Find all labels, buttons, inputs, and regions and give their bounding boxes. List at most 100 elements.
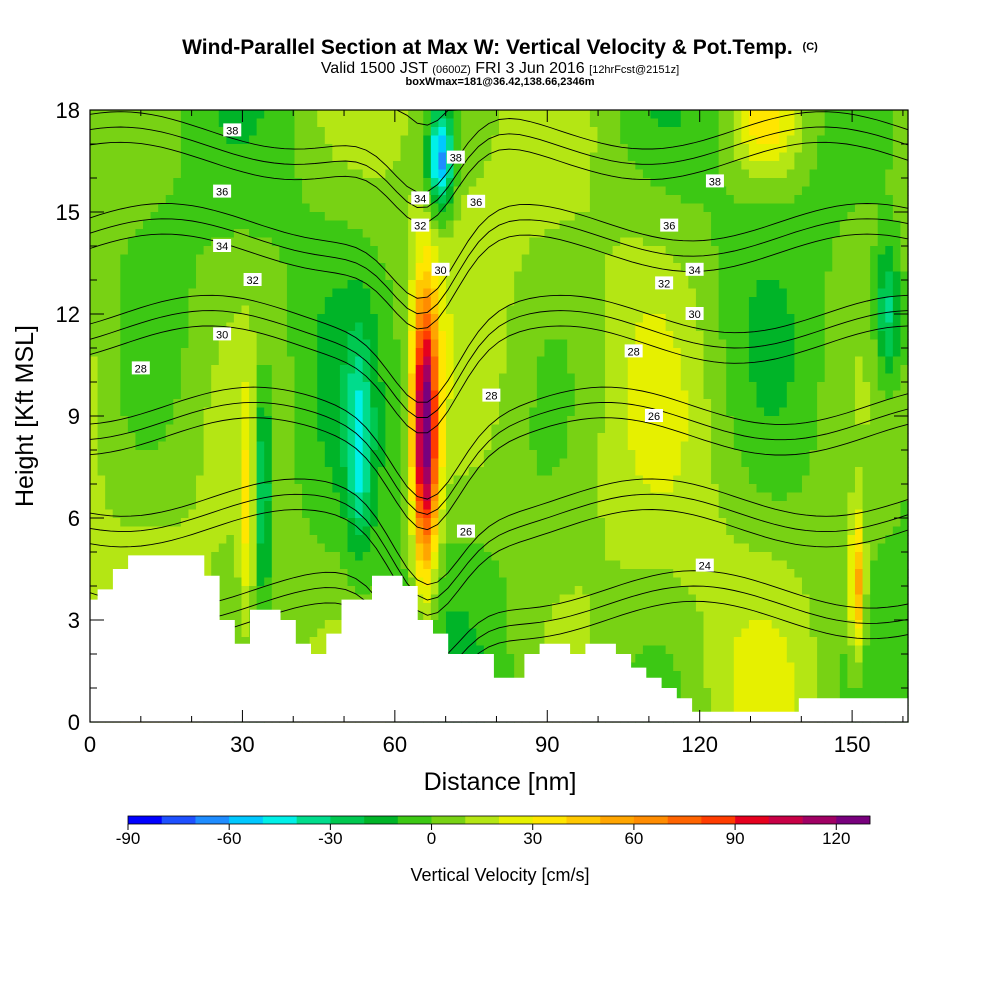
velocity-cell xyxy=(521,441,530,451)
velocity-cell xyxy=(514,339,523,349)
velocity-cell xyxy=(180,458,190,468)
velocity-cell xyxy=(135,195,144,205)
velocity-cell xyxy=(847,314,856,324)
velocity-cell xyxy=(180,220,190,230)
velocity-cell xyxy=(453,237,462,247)
velocity-cell xyxy=(627,127,636,137)
velocity-cell xyxy=(188,373,197,383)
velocity-cell xyxy=(385,297,394,307)
velocity-cell xyxy=(582,169,591,179)
velocity-cell xyxy=(483,348,493,358)
velocity-cell xyxy=(165,305,174,315)
velocity-cell xyxy=(536,271,546,281)
velocity-cell xyxy=(196,348,205,358)
velocity-cell xyxy=(771,212,780,222)
velocity-cell xyxy=(801,118,811,128)
velocity-cell xyxy=(506,467,515,477)
velocity-cell xyxy=(521,280,530,290)
velocity-cell xyxy=(256,467,265,477)
velocity-cell xyxy=(173,348,182,358)
velocity-cell xyxy=(680,297,689,307)
velocity-cell xyxy=(824,484,833,494)
velocity-cell xyxy=(900,365,909,375)
velocity-cell xyxy=(97,458,106,468)
velocity-cell xyxy=(165,135,174,145)
velocity-cell xyxy=(892,348,902,358)
velocity-cell xyxy=(339,263,349,273)
velocity-cell xyxy=(324,186,333,196)
velocity-cell xyxy=(377,484,386,494)
velocity-cell xyxy=(650,322,659,332)
velocity-cell xyxy=(817,339,826,349)
velocity-cell xyxy=(112,492,121,502)
velocity-cell xyxy=(529,305,538,315)
velocity-cell xyxy=(453,458,462,468)
velocity-cell xyxy=(309,135,318,145)
velocity-cell xyxy=(612,195,621,205)
velocity-cell xyxy=(506,203,515,213)
velocity-cell xyxy=(680,339,689,349)
velocity-cell xyxy=(271,348,280,358)
velocity-cell xyxy=(150,339,159,349)
velocity-cell xyxy=(347,118,356,128)
velocity-cell xyxy=(233,314,243,324)
velocity-cell xyxy=(317,441,326,451)
velocity-cell xyxy=(642,441,652,451)
velocity-cell xyxy=(112,152,121,162)
velocity-cell xyxy=(718,135,727,145)
velocity-cell xyxy=(256,433,265,443)
velocity-cell xyxy=(408,382,417,392)
velocity-cell xyxy=(332,280,341,290)
velocity-cell xyxy=(135,297,144,307)
velocity-cell xyxy=(105,365,114,375)
velocity-cell xyxy=(877,212,886,222)
velocity-cell xyxy=(476,118,485,128)
velocity-cell xyxy=(355,110,364,120)
velocity-cell xyxy=(211,424,220,434)
velocity-cell xyxy=(226,263,235,273)
velocity-cell xyxy=(143,161,152,171)
velocity-cell xyxy=(188,475,197,485)
velocity-cell xyxy=(438,339,447,349)
velocity-cell xyxy=(347,127,356,137)
velocity-cell xyxy=(824,450,833,460)
velocity-cell xyxy=(877,127,886,137)
velocity-cell xyxy=(680,144,689,154)
velocity-cell xyxy=(567,152,576,162)
velocity-cell xyxy=(165,407,174,417)
velocity-cell xyxy=(627,229,636,239)
velocity-cell xyxy=(771,467,780,477)
velocity-cell xyxy=(332,212,341,222)
velocity-cell xyxy=(392,161,402,171)
velocity-cell xyxy=(741,110,750,120)
velocity-cell xyxy=(408,229,417,239)
velocity-cell xyxy=(491,450,500,460)
velocity-cell xyxy=(748,271,758,281)
velocity-cell xyxy=(589,212,599,222)
velocity-cell xyxy=(650,399,659,409)
velocity-cell xyxy=(620,416,629,426)
velocity-cell xyxy=(862,484,871,494)
velocity-cell xyxy=(400,271,409,281)
velocity-cell xyxy=(339,305,349,315)
velocity-cell xyxy=(801,135,811,145)
velocity-cell xyxy=(256,450,265,460)
velocity-cell xyxy=(377,433,386,443)
velocity-cell xyxy=(589,305,599,315)
velocity-cell xyxy=(476,280,485,290)
velocity-cell xyxy=(741,135,750,145)
velocity-cell xyxy=(286,331,296,341)
velocity-cell xyxy=(529,280,538,290)
velocity-cell xyxy=(544,203,553,213)
velocity-cell xyxy=(173,110,182,120)
velocity-cell xyxy=(552,492,561,502)
velocity-cell xyxy=(279,348,288,358)
velocity-cell xyxy=(423,186,432,196)
velocity-cell xyxy=(400,492,409,502)
velocity-cell xyxy=(748,195,758,205)
velocity-cell xyxy=(491,254,500,264)
velocity-cell xyxy=(847,161,856,171)
velocity-cell xyxy=(468,424,477,434)
velocity-cell xyxy=(544,441,553,451)
velocity-cell xyxy=(552,237,561,247)
